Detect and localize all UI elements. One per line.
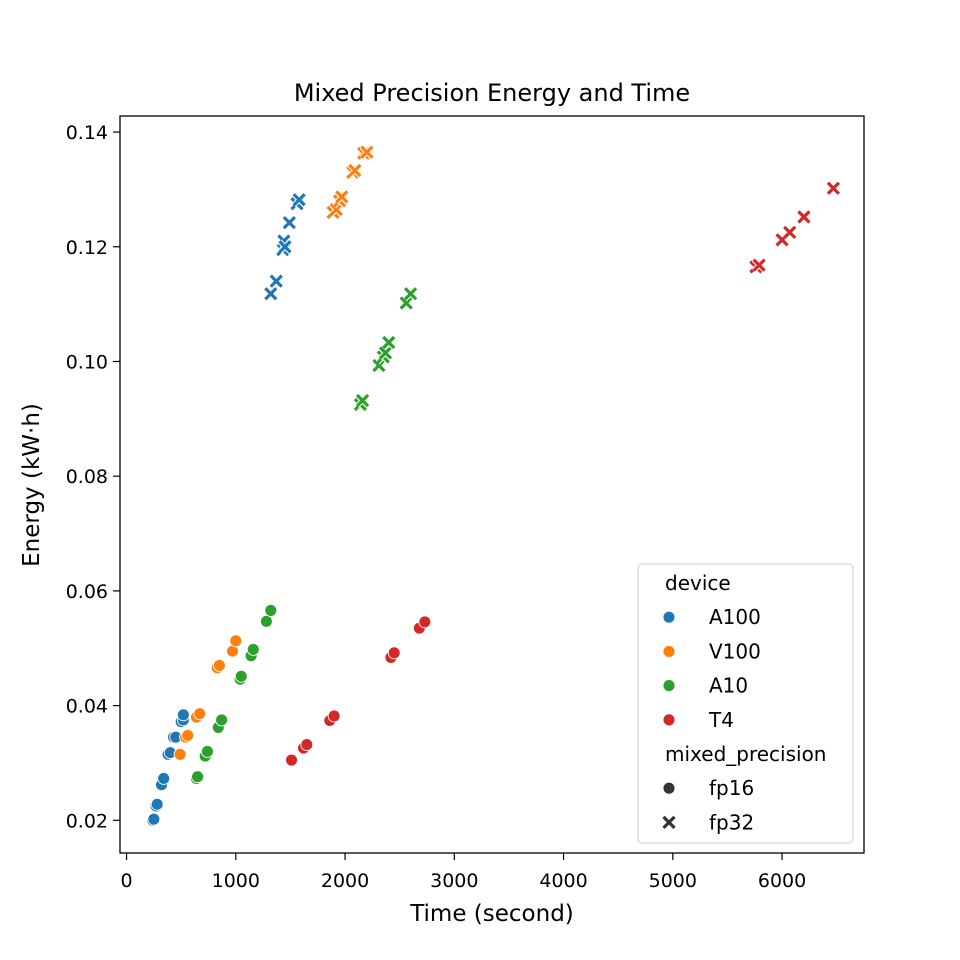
data-points (146, 144, 841, 827)
y-tick-label: 0.14 (66, 122, 108, 144)
y-tick-label: 0.02 (66, 810, 108, 832)
point-t4-fp32 (796, 209, 812, 225)
legend-label-fp32: fp32 (709, 810, 754, 834)
legend-label-t4: T4 (708, 708, 734, 732)
y-tick-label: 0.04 (66, 696, 108, 718)
x-tick-label: 6000 (758, 870, 806, 892)
legend-box (637, 563, 854, 844)
point-a10-fp16 (246, 642, 260, 656)
point-a10-fp16 (191, 770, 205, 784)
point-a100-fp16 (157, 771, 171, 785)
point-v100-fp32 (328, 202, 344, 217)
y-tick-label: 0.10 (66, 351, 108, 373)
y-tick-label: 0.06 (66, 581, 108, 603)
point-t4-fp16 (300, 738, 314, 752)
y-axis: 0.02 0.04 0.06 0.08 0.10 0.12 0.14 (66, 122, 120, 832)
point-t4-fp16 (387, 646, 401, 660)
legend: device A100 V100 A10 T4 mixed_precision fp16 fp… (637, 563, 854, 844)
x-tick-label: 5000 (649, 870, 697, 892)
point-a10-fp16 (264, 603, 278, 617)
x-tick-label: 3000 (430, 870, 478, 892)
point-a10-fp32 (355, 393, 370, 408)
point-a100-fp32 (263, 286, 279, 302)
point-v100-fp16 (212, 659, 226, 672)
point-a100-fp16 (176, 708, 190, 722)
x-tick-label: 2000 (321, 870, 369, 892)
legend-label-a10: A10 (709, 674, 748, 698)
chart-title: Mixed Precision Energy and Time (294, 79, 690, 107)
y-tick-label: 0.12 (66, 237, 108, 259)
x-tick-label: 4000 (539, 870, 587, 892)
point-v100-fp32 (334, 189, 350, 205)
legend-label-v100: V100 (709, 639, 761, 663)
x-tick-label: 0 (121, 870, 133, 892)
point-a10-fp32 (378, 345, 393, 361)
legend-title-mixed-precision: mixed_precision (665, 742, 826, 766)
plot-frame (119, 115, 865, 854)
legend-label-a100: A100 (709, 605, 761, 629)
point-a100-fp32 (291, 192, 307, 208)
legend-marker-a10 (662, 679, 676, 693)
point-a100-fp32 (277, 239, 293, 255)
x-axis: 0 1000 2000 3000 4000 5000 6000 (121, 853, 806, 892)
point-a10-fp16 (259, 614, 273, 628)
point-v100-fp16 (193, 707, 207, 721)
point-a10-fp16 (200, 745, 214, 758)
point-a100-fp16 (150, 797, 164, 811)
point-a100-fp32 (282, 215, 297, 231)
y-tick-label: 0.08 (66, 466, 108, 488)
point-a10-fp32 (371, 358, 387, 373)
point-t4-fp32 (782, 225, 798, 240)
point-a10-fp16 (234, 669, 248, 683)
point-a10-fp32 (381, 335, 397, 350)
x-tick-label: 1000 (212, 870, 260, 892)
point-a10-fp32 (398, 295, 414, 311)
point-v100-fp16 (181, 728, 195, 742)
point-v100-fp16 (229, 634, 243, 648)
legend-marker-t4 (662, 713, 676, 727)
point-a100-fp16 (147, 812, 161, 826)
point-t4-fp32 (751, 257, 767, 273)
legend-label-fp16: fp16 (709, 776, 754, 800)
y-axis-label: Energy (kW·h) (19, 403, 45, 567)
legend-marker-v100 (662, 644, 676, 658)
legend-title-device: device (665, 571, 731, 595)
point-v100-fp32 (359, 144, 375, 160)
x-axis-label: Time (second) (409, 901, 574, 927)
legend-marker-a100 (662, 610, 676, 624)
point-v100-fp32 (347, 163, 363, 178)
point-a100-fp32 (268, 273, 284, 289)
legend-marker-fp16 (662, 781, 676, 795)
point-t4-fp16 (327, 709, 341, 723)
point-t4-fp32 (826, 180, 841, 196)
point-v100-fp16 (173, 747, 187, 761)
point-a10-fp16 (215, 713, 229, 727)
point-t4-fp16 (285, 753, 298, 767)
point-a10-fp32 (403, 286, 418, 302)
legend-marker-fp32 (661, 815, 677, 830)
point-t4-fp16 (418, 615, 432, 629)
